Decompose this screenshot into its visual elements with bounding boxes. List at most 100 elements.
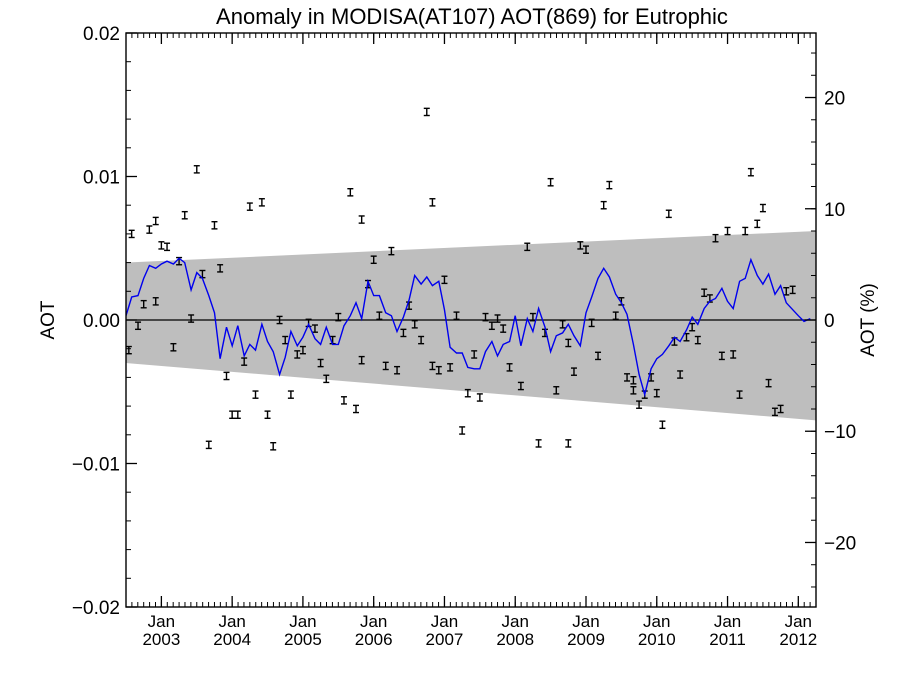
- x-tick-label-year: 2007: [426, 630, 464, 649]
- data-point: [588, 318, 595, 328]
- data-point: [400, 328, 407, 338]
- data-point: [353, 404, 359, 414]
- data-point: [146, 225, 153, 234]
- data-point: [188, 314, 195, 323]
- data-point: [418, 335, 425, 345]
- data-point: [270, 441, 277, 451]
- data-point: [252, 390, 259, 399]
- data-point: [223, 371, 230, 381]
- data-point: [211, 221, 218, 230]
- y-axis-label: AOT: [38, 300, 59, 339]
- data-point: [246, 202, 253, 211]
- data-point: [258, 198, 265, 207]
- y-tick-label: −0.02: [72, 598, 120, 619]
- data-point: [164, 242, 171, 252]
- data-point: [193, 165, 200, 174]
- data-point: [429, 361, 436, 371]
- data-point: [126, 345, 132, 355]
- data-point: [559, 320, 566, 329]
- data-point: [459, 426, 466, 435]
- data-point: [624, 373, 631, 382]
- data-point: [653, 388, 660, 398]
- data-point: [347, 187, 354, 197]
- data-point: [636, 400, 643, 409]
- data-point: [435, 365, 442, 375]
- data-point: [517, 381, 524, 391]
- data-point: [612, 311, 619, 320]
- data-point: [648, 373, 655, 382]
- data-point: [500, 324, 507, 333]
- data-point: [547, 177, 554, 187]
- data-point: [294, 350, 301, 359]
- data-point: [135, 321, 142, 331]
- data-point: [488, 321, 495, 331]
- x-tick-label-month: Jan: [289, 612, 316, 631]
- data-point: [411, 320, 418, 329]
- data-point: [630, 386, 637, 395]
- data-point: [777, 404, 784, 414]
- data-point: [453, 311, 460, 320]
- data-point: [429, 198, 436, 207]
- data-point: [388, 246, 395, 256]
- data-point: [747, 167, 754, 177]
- x-tick-label-month: Jan: [148, 612, 175, 631]
- data-point: [181, 210, 188, 220]
- data-point: [476, 393, 483, 402]
- data-point: [724, 226, 731, 236]
- data-point: [771, 407, 778, 417]
- y-tick-label: 0.02: [83, 24, 120, 45]
- data-point: [264, 410, 271, 419]
- data-point: [152, 216, 159, 226]
- data-point: [524, 242, 531, 252]
- x-tick-label-month: Jan: [502, 612, 529, 631]
- x-tick-label-month: Jan: [785, 612, 812, 631]
- anomaly-line: [126, 257, 811, 398]
- data-point: [376, 311, 383, 320]
- x-tick-label-year: 2010: [638, 630, 676, 649]
- data-point: [535, 439, 542, 448]
- y2-tick-label: 20: [824, 89, 845, 110]
- data-point: [170, 342, 177, 352]
- data-point: [335, 312, 342, 322]
- x-tick-label-year: 2009: [567, 630, 605, 649]
- data-point: [229, 410, 236, 419]
- data-point: [447, 363, 454, 372]
- data-point: [370, 255, 377, 265]
- data-point: [665, 209, 672, 219]
- y2-axis-label: AOT (%): [858, 283, 879, 357]
- data-point: [736, 390, 743, 399]
- data-point: [595, 351, 602, 361]
- data-point: [152, 297, 159, 306]
- data-point: [677, 370, 684, 379]
- data-point: [600, 200, 607, 210]
- data-point: [241, 357, 248, 366]
- data-point: [358, 355, 365, 365]
- y-tick-label: −0.01: [72, 455, 120, 476]
- data-point: [689, 322, 696, 332]
- data-point: [217, 264, 224, 273]
- data-point: [570, 367, 577, 376]
- data-point: [742, 226, 749, 236]
- data-point: [694, 335, 701, 345]
- x-tick-label-year: 2005: [284, 630, 322, 649]
- data-point: [630, 375, 637, 385]
- data-point: [506, 363, 513, 372]
- data-point: [765, 378, 772, 388]
- data-point: [382, 361, 389, 371]
- data-point: [577, 241, 584, 250]
- y2-tick-label: 0: [824, 311, 835, 332]
- y2-tick-label: −20: [824, 533, 856, 554]
- data-point: [583, 245, 589, 254]
- x-tick-label-month: Jan: [218, 612, 245, 631]
- data-point: [565, 338, 572, 348]
- data-point: [394, 365, 401, 375]
- data-point: [317, 358, 324, 368]
- plot-area: [126, 107, 816, 451]
- x-tick-label-month: Jan: [431, 612, 458, 631]
- x-tick-label-year: 2008: [496, 630, 534, 649]
- x-tick-label-month: Jan: [643, 612, 670, 631]
- x-tick-label-month: Jan: [360, 612, 387, 631]
- data-point: [659, 420, 666, 430]
- data-point: [140, 299, 147, 309]
- data-point: [299, 345, 306, 355]
